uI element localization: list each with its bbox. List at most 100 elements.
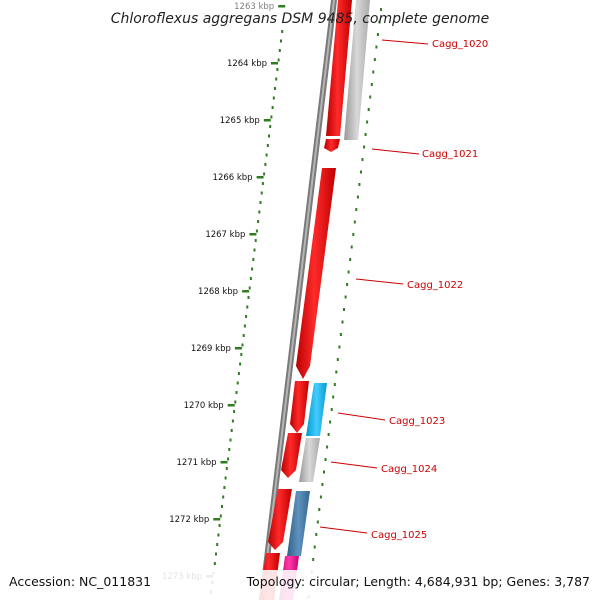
outer-dotted-track bbox=[307, 8, 382, 599]
leader-line bbox=[381, 39, 429, 45]
ruler-dot bbox=[270, 115, 273, 119]
ruler-dot bbox=[258, 210, 261, 214]
outer-track-dot bbox=[312, 558, 315, 561]
ruler-dot bbox=[275, 77, 278, 81]
ruler-dot bbox=[221, 505, 223, 508]
ruler-tick-label: 1267 kbp bbox=[205, 230, 245, 240]
outer-track-dot bbox=[363, 145, 366, 149]
outer-track-dot bbox=[326, 445, 329, 449]
ruler-tick-label: 1269 kbp bbox=[191, 344, 231, 354]
outer-track-dot bbox=[361, 158, 364, 161]
ruler-tick bbox=[227, 404, 235, 407]
ruler-dot bbox=[229, 438, 232, 442]
ruler-tick bbox=[242, 290, 250, 293]
outer-track-dot bbox=[355, 208, 358, 211]
ruler-labels: 1263 kbp 1264 kbp 1265 kbp 1266 kbp 1267 kbp… bbox=[162, 2, 274, 582]
outer-track-dot bbox=[339, 333, 342, 336]
ruler-tick bbox=[220, 461, 228, 464]
outer-track-dot bbox=[321, 483, 324, 486]
gene-label-cagg-1025[interactable]: Cagg_1025 bbox=[371, 530, 427, 541]
ruler-dot bbox=[239, 362, 242, 366]
outer-track-dot bbox=[372, 70, 375, 74]
ruler-dot bbox=[247, 296, 250, 299]
outer-track-dot bbox=[338, 345, 341, 349]
gene-label-cagg-1021[interactable]: Cagg_1021 bbox=[422, 149, 478, 160]
steelblue-feature-1025 bbox=[287, 491, 310, 556]
ruler-dot bbox=[219, 514, 222, 518]
grey-feature-1024 bbox=[299, 438, 320, 482]
outer-track-dot bbox=[366, 120, 369, 124]
ruler-tick bbox=[256, 176, 264, 179]
ruler-dot bbox=[218, 524, 221, 527]
ruler-tick-label: 1264 kbp bbox=[227, 59, 267, 69]
outer-track-dot bbox=[323, 470, 325, 474]
ruler-dot bbox=[269, 125, 272, 128]
ruler-dot bbox=[234, 400, 237, 404]
ruler-dot bbox=[242, 334, 245, 337]
ruler-dotted-track bbox=[210, 30, 284, 594]
outer-track-dot bbox=[373, 58, 376, 61]
ruler-dot bbox=[253, 248, 256, 252]
ruler-dot bbox=[254, 239, 257, 242]
accession-text: Accession: NC_011831 bbox=[9, 574, 151, 589]
outer-track-dot bbox=[360, 170, 362, 174]
ruler-dot bbox=[278, 49, 281, 52]
ruler-dot bbox=[246, 305, 249, 309]
outer-track-dot bbox=[319, 495, 322, 499]
ruler-dot bbox=[251, 267, 254, 271]
outer-track-dot bbox=[356, 195, 359, 199]
ruler-dot bbox=[237, 372, 240, 375]
outer-track-dot bbox=[336, 358, 339, 361]
ruler-dot bbox=[236, 381, 239, 385]
footer-background bbox=[0, 570, 600, 600]
outer-track-dot bbox=[353, 220, 356, 224]
ruler-dot bbox=[249, 277, 252, 280]
outer-track-dot bbox=[316, 520, 319, 524]
outer-track-dot bbox=[349, 258, 352, 261]
outer-track-dot bbox=[364, 133, 367, 136]
ruler-dot bbox=[265, 153, 268, 157]
outer-track-dot bbox=[350, 245, 353, 249]
ruler-dot bbox=[233, 410, 236, 413]
other-features bbox=[279, 0, 370, 600]
ruler-dot bbox=[252, 258, 255, 261]
ruler-dot bbox=[259, 201, 262, 204]
ruler-dot bbox=[255, 229, 258, 233]
gene-label-cagg-1022[interactable]: Cagg_1022 bbox=[407, 280, 463, 291]
ruler-dot bbox=[274, 87, 276, 90]
ruler-dot bbox=[215, 552, 217, 556]
ruler-dot bbox=[228, 448, 231, 451]
ruler-dot bbox=[276, 68, 279, 71]
ruler-tick-label: 1268 kbp bbox=[198, 287, 238, 297]
leader-line bbox=[319, 526, 368, 534]
gene-feature-cagg-1021 bbox=[324, 139, 340, 152]
ruler-dot bbox=[225, 467, 228, 470]
gene-label-cagg-1020[interactable]: Cagg_1020 bbox=[432, 39, 488, 50]
ruler-dot bbox=[272, 96, 275, 100]
ruler-dot bbox=[268, 134, 270, 138]
grey-feature-1020 bbox=[344, 0, 370, 140]
ruler-dot bbox=[266, 144, 269, 147]
topology-text: Topology: circular; Length: 4,684,931 bp… bbox=[246, 574, 590, 589]
gene-label-cagg-1024[interactable]: Cagg_1024 bbox=[381, 464, 437, 475]
ruler-dot bbox=[235, 391, 238, 394]
ruler-dot bbox=[248, 286, 251, 290]
backbone-highlight bbox=[261, 0, 335, 600]
gene-feature-cagg-1024 bbox=[281, 433, 302, 478]
ruler-tick bbox=[263, 119, 271, 122]
map-title: Chloroflexus aggregans DSM 9485, complet… bbox=[111, 11, 490, 27]
outer-track-dot bbox=[352, 233, 355, 236]
outer-track-dot bbox=[335, 370, 338, 374]
gene-labels: Cagg_1020 Cagg_1021 Cagg_1022 Cagg_1023 … bbox=[319, 39, 488, 541]
outer-track-dot bbox=[329, 420, 332, 424]
outer-track-dot bbox=[333, 383, 336, 386]
outer-track-dot bbox=[315, 533, 318, 536]
ruler-tick-label: 1263 kbp bbox=[234, 2, 274, 12]
outer-track-dot bbox=[324, 458, 327, 461]
ruler-dot bbox=[264, 163, 267, 166]
ruler-dot bbox=[224, 476, 227, 480]
ruler-tick-label: 1266 kbp bbox=[213, 173, 253, 183]
ruler-tick bbox=[249, 233, 257, 236]
gene-label-cagg-1023[interactable]: Cagg_1023 bbox=[389, 416, 445, 427]
